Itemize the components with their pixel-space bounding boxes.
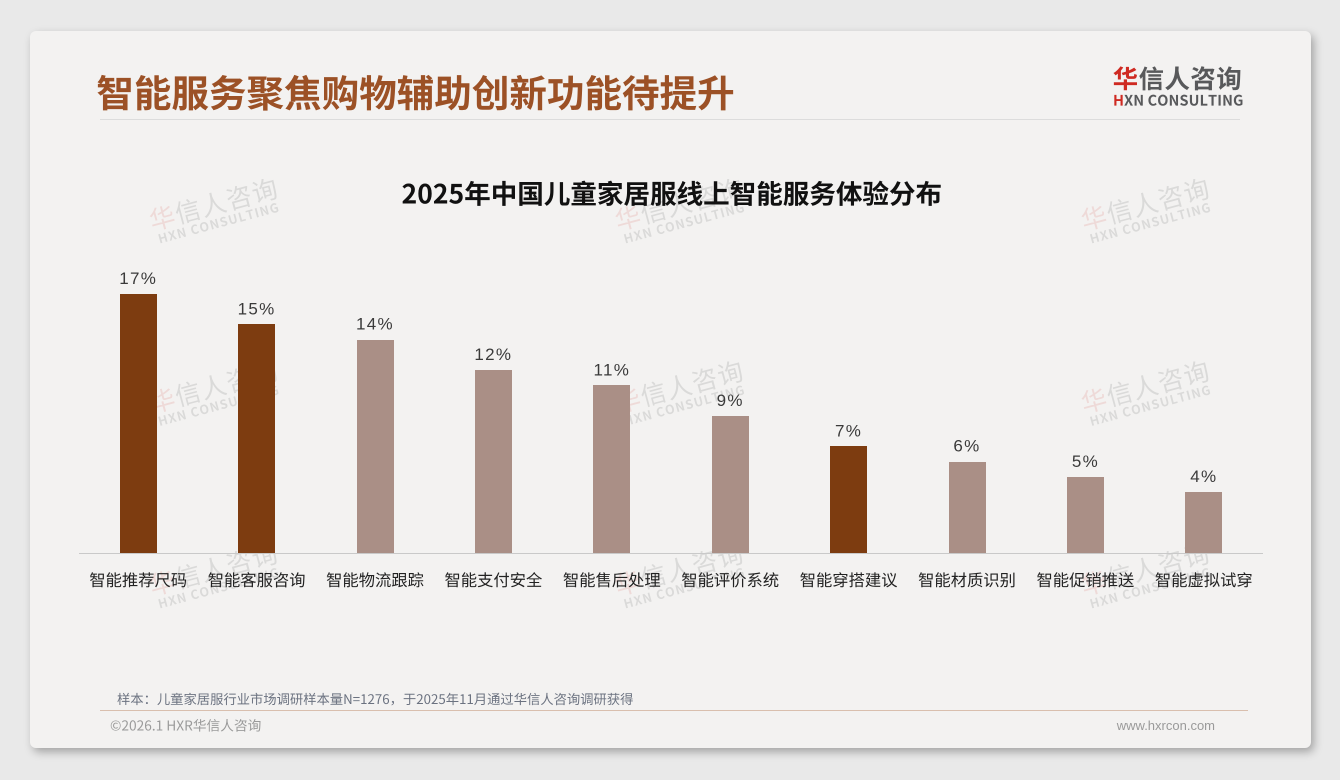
svg-text:14%: 14% (356, 315, 394, 334)
svg-text:15%: 15% (238, 299, 276, 318)
svg-text:7%: 7% (835, 421, 862, 440)
svg-text:www.hxrcon.com: www.hxrcon.com (1116, 718, 1215, 733)
svg-text:5%: 5% (1072, 452, 1099, 471)
svg-text:6%: 6% (953, 437, 980, 456)
svg-text:9%: 9% (717, 391, 744, 410)
svg-text:17%: 17% (119, 269, 157, 288)
svg-text:12%: 12% (474, 345, 512, 364)
svg-text:11%: 11% (593, 360, 630, 379)
svg-text:4%: 4% (1190, 467, 1217, 486)
